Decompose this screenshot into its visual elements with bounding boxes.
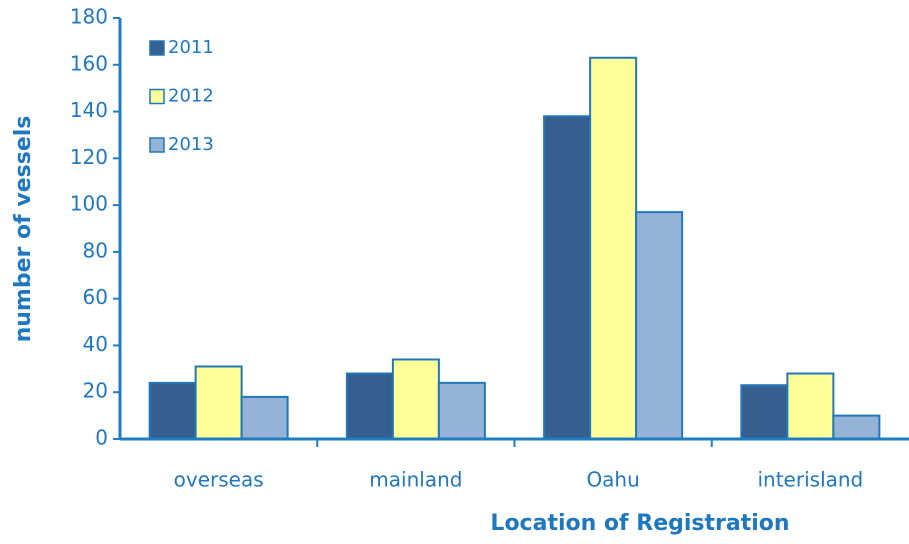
bar bbox=[786, 372, 835, 440]
bar bbox=[437, 381, 486, 441]
legend-label: 2013 bbox=[168, 134, 214, 155]
legend-label: 2011 bbox=[168, 37, 214, 58]
bar bbox=[391, 358, 440, 441]
y-axis-label: number of vessels bbox=[11, 116, 36, 343]
y-tick-label: 0 bbox=[95, 426, 108, 450]
bar bbox=[589, 56, 638, 441]
bar bbox=[635, 211, 684, 440]
y-tick-label: 140 bbox=[70, 98, 108, 122]
bar bbox=[832, 414, 881, 441]
y-tick-label: 40 bbox=[83, 332, 108, 356]
y-tick-label: 80 bbox=[83, 238, 108, 262]
legend-label: 2012 bbox=[168, 86, 214, 107]
bar bbox=[240, 395, 289, 440]
y-tick-label: 100 bbox=[70, 192, 108, 216]
bar bbox=[543, 115, 592, 440]
legend-swatch bbox=[149, 40, 165, 56]
y-tick-label: 60 bbox=[83, 285, 108, 309]
y-tick-label: 120 bbox=[70, 145, 108, 169]
x-tick-label: interisland bbox=[757, 468, 863, 492]
x-tick-label: overseas bbox=[174, 468, 264, 492]
bar bbox=[194, 365, 243, 440]
x-tick-label: mainland bbox=[369, 468, 462, 492]
legend-swatch bbox=[149, 137, 165, 153]
y-tick-label: 20 bbox=[83, 379, 108, 403]
bar bbox=[740, 384, 789, 441]
legend-swatch bbox=[149, 88, 165, 105]
x-axis-label: Location of Registration bbox=[490, 511, 789, 536]
y-tick-label: 180 bbox=[70, 5, 108, 29]
bar bbox=[148, 381, 197, 441]
bar bbox=[345, 372, 394, 440]
y-tick-label: 160 bbox=[70, 51, 108, 75]
x-tick-label: Oahu bbox=[586, 468, 639, 492]
